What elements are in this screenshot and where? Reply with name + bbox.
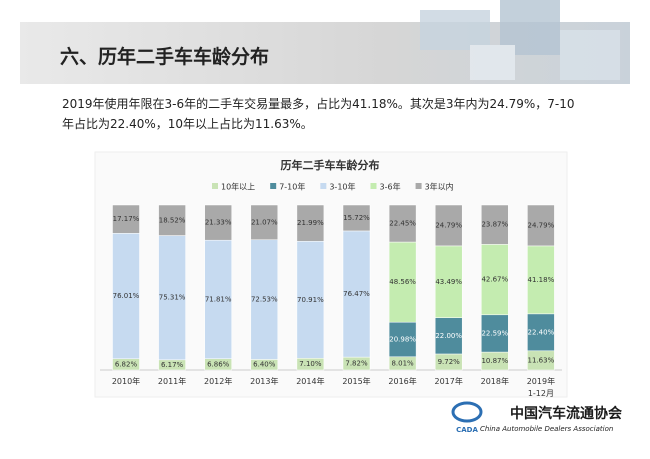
value-label: 70.91% bbox=[297, 296, 324, 304]
legend-swatch bbox=[212, 183, 218, 189]
bar-segment bbox=[527, 245, 555, 315]
value-label: 6.82% bbox=[115, 360, 138, 368]
value-label: 6.86% bbox=[207, 360, 230, 368]
value-label: 71.81% bbox=[205, 295, 232, 303]
bar-segment bbox=[296, 241, 325, 359]
bar-segment bbox=[342, 230, 371, 358]
value-label: 22.00% bbox=[435, 332, 462, 340]
value-label: 75.31% bbox=[159, 294, 186, 302]
paragraph: 2019年使用年限在3-6年的二手车交易量最多，占比为41.18%。其次是3年内… bbox=[62, 97, 575, 131]
legend-swatch bbox=[320, 183, 327, 189]
bar-segment bbox=[388, 204, 417, 243]
bar-segment bbox=[250, 204, 279, 241]
value-label: 43.49% bbox=[435, 278, 462, 286]
bar-segment bbox=[481, 314, 509, 353]
page-title: 六、历年二手车车龄分布 bbox=[60, 46, 270, 68]
value-label: 24.79% bbox=[435, 221, 462, 229]
logo-mark bbox=[451, 401, 483, 423]
value-label: 21.07% bbox=[251, 218, 278, 226]
bar-segment bbox=[388, 321, 417, 358]
logo-name: 中国汽车流通协会 bbox=[510, 405, 623, 422]
value-label: 17.17% bbox=[113, 215, 140, 223]
value-label: 72.53% bbox=[251, 296, 278, 304]
bar-segment bbox=[434, 245, 463, 318]
value-label: 8.01% bbox=[391, 359, 414, 367]
value-label: 15.72% bbox=[343, 214, 370, 222]
legend-label: 7-10年 bbox=[279, 182, 305, 192]
legend-label: 10年以上 bbox=[221, 182, 255, 192]
value-label: 11.63% bbox=[528, 356, 555, 364]
legend-swatch bbox=[415, 183, 422, 189]
bar-segment bbox=[158, 235, 186, 361]
bar-segment bbox=[481, 204, 509, 245]
value-label: 48.56% bbox=[389, 278, 416, 286]
bar-segment bbox=[296, 204, 325, 242]
bar-segment bbox=[112, 233, 140, 359]
value-label: 6.40% bbox=[253, 361, 276, 369]
bar-segment bbox=[158, 204, 186, 236]
bar-segment bbox=[434, 204, 463, 247]
x-tick-label: 2015年 bbox=[342, 377, 371, 386]
bar-segment bbox=[204, 204, 232, 241]
x-tick-label: 2019年 1-12月 bbox=[526, 377, 556, 398]
bar-segment bbox=[388, 241, 417, 323]
legend-swatch bbox=[370, 183, 377, 189]
chart-title: 历年二手车车龄分布 bbox=[281, 158, 380, 172]
bar-segment bbox=[527, 204, 555, 247]
value-label: 21.33% bbox=[205, 219, 232, 227]
legend-swatch bbox=[270, 183, 277, 189]
x-tick-label: 2016年 bbox=[388, 377, 417, 386]
value-label: 7.82% bbox=[345, 360, 368, 368]
value-label: 9.72% bbox=[438, 358, 461, 366]
value-label: 41.18% bbox=[528, 276, 555, 284]
x-tick-label: 2018年 bbox=[480, 377, 509, 386]
x-tick-label: 2014年 bbox=[296, 377, 325, 386]
bar-segment bbox=[481, 244, 509, 316]
bar-segment bbox=[434, 317, 463, 355]
legend-label: 3年以内 bbox=[425, 182, 454, 192]
value-label: 22.59% bbox=[481, 329, 508, 337]
x-tick-label: 2011年 bbox=[157, 377, 187, 386]
value-label: 6.17% bbox=[161, 361, 184, 369]
x-tick-label: 2017年 bbox=[434, 377, 463, 386]
value-label: 18.52% bbox=[159, 216, 186, 224]
value-label: 42.67% bbox=[481, 276, 508, 284]
value-label: 21.99% bbox=[297, 219, 324, 227]
x-tick-label: 2013年 bbox=[250, 377, 279, 386]
value-label: 10.87% bbox=[481, 357, 508, 365]
bar-segment bbox=[250, 239, 279, 360]
logo-english: China Automobile Dealers Association bbox=[480, 425, 613, 433]
banner-cubes bbox=[420, 0, 620, 80]
legend-label: 3-6年 bbox=[380, 182, 401, 192]
x-tick-label: 2012年 bbox=[204, 377, 233, 386]
value-label: 23.87% bbox=[481, 221, 508, 229]
value-label: 20.98% bbox=[389, 335, 416, 343]
bar-segment bbox=[204, 239, 232, 359]
x-tick-label: 2010年 bbox=[111, 377, 141, 386]
logo-abbr: CADA bbox=[456, 426, 478, 434]
value-label: 7.10% bbox=[299, 360, 322, 368]
value-label: 24.79% bbox=[528, 221, 555, 229]
value-label: 22.40% bbox=[528, 328, 555, 336]
value-label: 22.45% bbox=[389, 220, 416, 228]
value-label: 76.47% bbox=[343, 290, 370, 298]
bar-segment bbox=[342, 204, 371, 232]
value-label: 76.01% bbox=[113, 292, 140, 300]
bar-segment bbox=[112, 204, 140, 234]
legend-label: 3-10年 bbox=[329, 182, 355, 192]
